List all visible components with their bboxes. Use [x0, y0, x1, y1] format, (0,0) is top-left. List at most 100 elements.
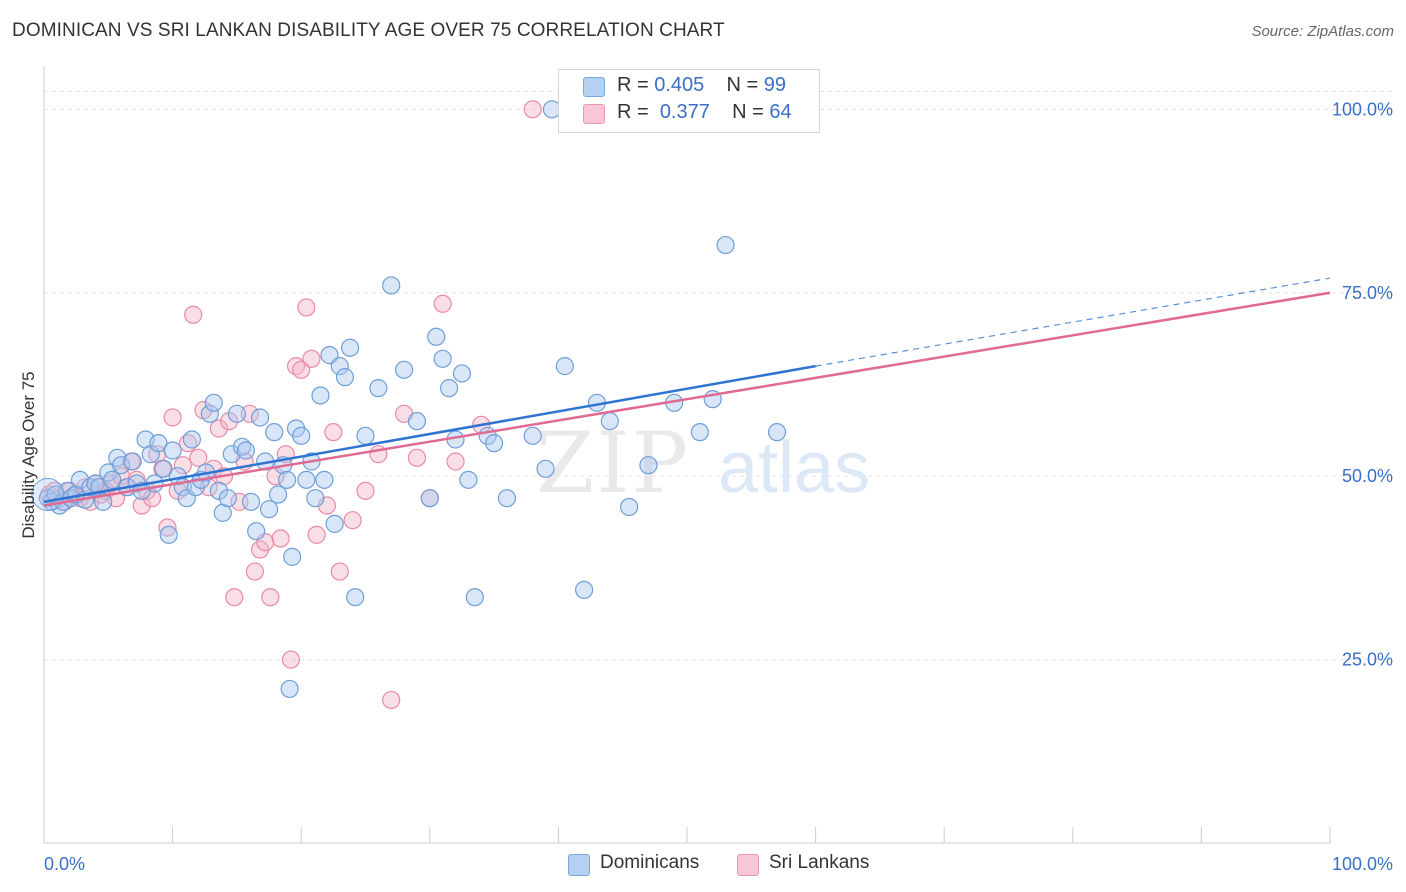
dominicans-point	[369, 379, 388, 398]
dominicans-point	[265, 423, 284, 442]
dominicans-point	[465, 588, 484, 607]
dominicans-point	[767, 423, 787, 442]
sri-lankans-point	[523, 100, 542, 119]
dominicans-point	[70, 470, 90, 489]
watermark: ZIP atlas	[536, 414, 870, 512]
dominicans-point	[330, 357, 349, 376]
dominicans-point	[268, 485, 288, 504]
sri-lankans-point	[343, 511, 362, 530]
dominicans-point	[154, 459, 173, 478]
dominicans-point	[149, 434, 168, 453]
x-tick-label-min: 0.0%	[44, 854, 85, 874]
sri-lankans-point	[163, 408, 182, 427]
correlation-legend: R = 0.405 N = 99 R = 0.377 N = 64	[558, 69, 820, 133]
series-dominicans-points	[31, 100, 787, 699]
legend-r-value: 0.377	[659, 101, 710, 123]
dominicans-point	[439, 379, 459, 398]
sri-lankans-point	[407, 448, 427, 467]
dominicans-point	[639, 456, 658, 475]
dominicans-point	[427, 327, 446, 346]
bottom-legend-swatch-pink	[737, 854, 759, 876]
dominicans-point	[325, 514, 344, 533]
watermark-atlas: atlas	[718, 428, 870, 508]
dominicans-point	[690, 423, 709, 442]
sri-lankans-point	[240, 404, 259, 423]
sri-lankans-point	[324, 423, 343, 442]
legend-n-value: 99	[763, 74, 787, 96]
sri-lankans-point	[261, 588, 280, 607]
dominicans-point	[497, 489, 517, 508]
sri-lankans-point	[307, 525, 326, 544]
dominicans-point	[485, 434, 504, 453]
bottom-legend-label-sri-lankans: Sri Lankans	[769, 852, 870, 873]
dominicans-point	[222, 445, 241, 464]
legend-r-label: R =	[617, 74, 655, 96]
legend-swatch-blue	[583, 77, 605, 97]
dominicans-point	[159, 525, 178, 544]
dominicans-point	[250, 408, 270, 427]
dominicans-point	[277, 470, 297, 489]
bottom-legend-label-dominicans: Dominicans	[600, 852, 700, 873]
dominicans-point	[297, 470, 316, 489]
dominicans-point	[283, 547, 302, 566]
dominicans-point	[356, 426, 375, 445]
dominicans-point	[382, 276, 401, 295]
sri-lankans-trend-line	[43, 291, 1331, 507]
sri-lankans-point	[302, 349, 321, 368]
source-label: Source: ZipAtlas.com	[1251, 23, 1394, 40]
dominicans-trend-extension	[815, 277, 1331, 367]
legend-r-label: R =	[617, 101, 655, 123]
dominicans-point	[315, 470, 334, 489]
series-sri-lankans-points	[40, 100, 542, 710]
dominicans-point	[112, 456, 131, 475]
chart-title: DOMINICAN VS SRI LANKAN DISABILITY AGE O…	[12, 20, 725, 41]
dominicans-point	[575, 580, 594, 599]
sri-lankans-point	[297, 298, 316, 317]
sri-lankans-point	[158, 518, 177, 537]
dominicans-point	[247, 522, 266, 541]
sri-lankans-point	[281, 650, 301, 669]
dominicans-point	[280, 679, 299, 699]
dominicans-point	[340, 338, 360, 357]
legend-n-label: N =	[726, 74, 764, 96]
legend-n-value: 64	[769, 101, 792, 123]
grid-layer	[44, 90, 1392, 661]
dominicans-point	[163, 441, 182, 460]
sri-lankans-point	[209, 419, 228, 438]
dominicans-point	[716, 235, 735, 255]
sri-lankans-point	[184, 305, 203, 324]
legend-text-sri-lankans: R = 0.377 N = 64	[617, 101, 792, 124]
dominicans-point	[236, 441, 256, 460]
sri-lankans-point	[433, 294, 452, 313]
dominicans-point	[218, 489, 237, 508]
dominicans-point	[555, 357, 574, 376]
dominicans-point	[459, 470, 478, 489]
sri-lankans-point	[330, 562, 349, 581]
sri-lankans-point	[446, 452, 465, 471]
dominicans-point	[600, 412, 619, 431]
y-tick-label: 75.0%	[1342, 283, 1393, 303]
bottom-legend-swatch-blue	[568, 854, 590, 876]
dominicans-point	[200, 404, 219, 423]
y-tick-label: 25.0%	[1342, 650, 1393, 670]
dominicans-point	[536, 459, 555, 478]
y-tick-label: 100.0%	[1332, 99, 1393, 119]
legend-text-dominicans: R = 0.405 N = 99	[617, 74, 786, 97]
dominicans-point	[259, 500, 279, 519]
watermark-zip: ZIP	[536, 414, 690, 512]
sri-lankans-point	[220, 412, 239, 431]
dominicans-point	[335, 368, 355, 387]
dominicans-point	[204, 393, 223, 412]
y-tick-label: 50.0%	[1342, 466, 1393, 486]
dominicans-point	[182, 430, 201, 449]
dominicans-point	[346, 588, 365, 607]
dominicans-point	[620, 497, 639, 517]
sri-lankans-point	[173, 456, 192, 475]
dominicans-point	[311, 386, 330, 405]
y-axis-label: Disability Age Over 75	[19, 371, 38, 538]
legend-swatch-pink	[583, 104, 605, 124]
dominicans-point	[433, 349, 452, 368]
dominicans-point	[407, 412, 427, 431]
dominicans-point	[306, 489, 325, 508]
